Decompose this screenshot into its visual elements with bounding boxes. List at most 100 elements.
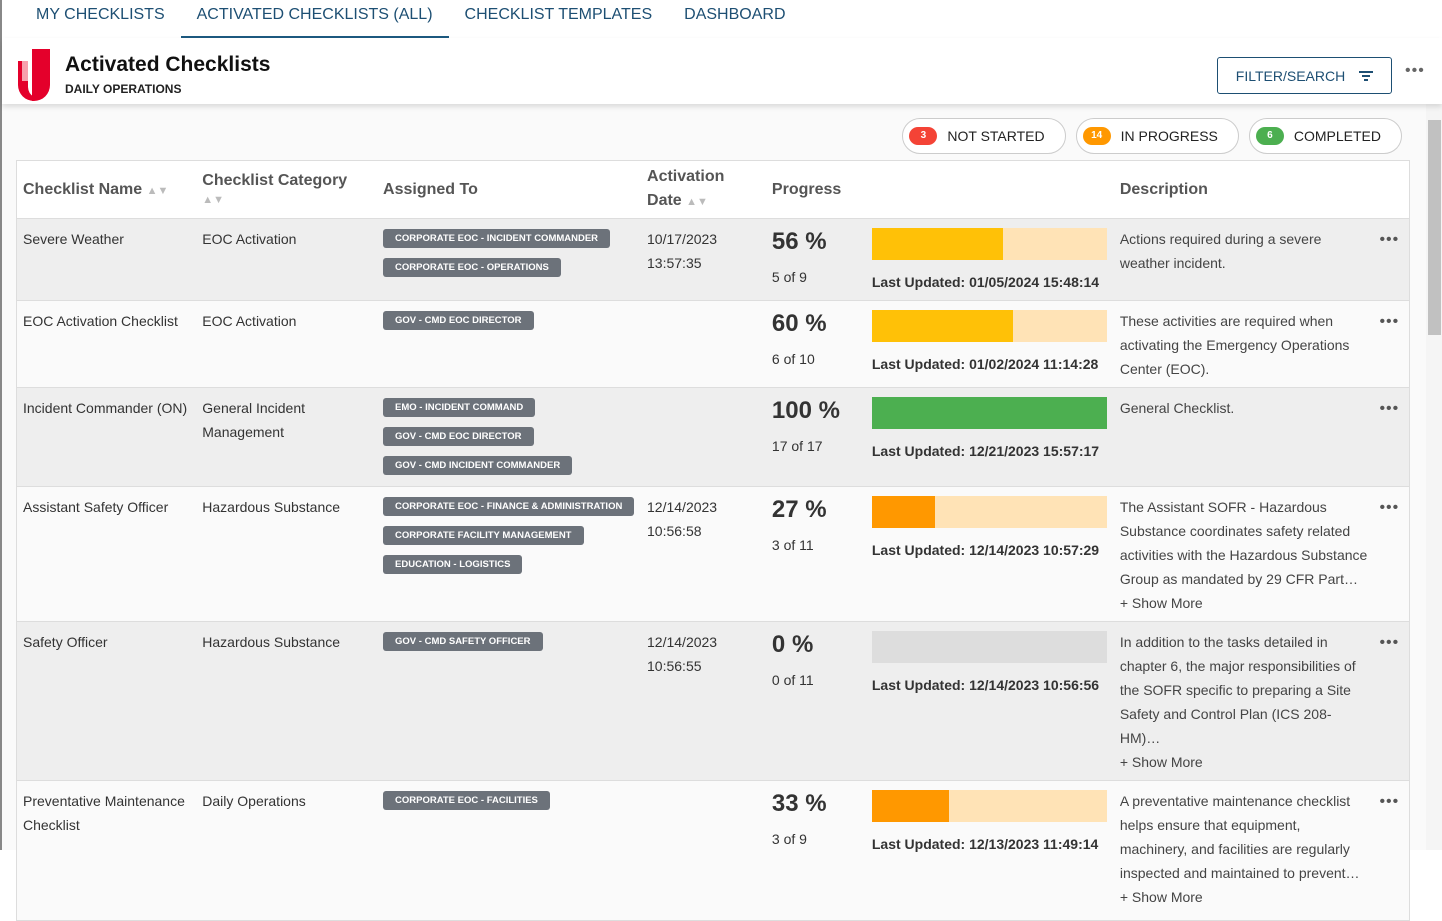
- table-row[interactable]: Incident Commander (ON) General Incident…: [16, 387, 1410, 487]
- progress-bar-cell: Last Updated: 01/02/2024 11:14:28: [865, 300, 1114, 388]
- progress-fill: [871, 790, 950, 822]
- scrollbar[interactable]: [1426, 104, 1442, 850]
- progress-fill: [871, 496, 936, 528]
- progress-count: 3 of 9: [771, 831, 807, 847]
- assignee-badge: CORPORATE EOC - FACILITIES: [383, 791, 550, 810]
- activation-date: [641, 300, 766, 388]
- status-filter-1[interactable]: 14 IN PROGRESS: [1075, 118, 1239, 154]
- description: The Assistant SOFR - Hazardous Substance…: [1113, 486, 1374, 622]
- assigned-to: GOV - CMD SAFETY OFFICER: [377, 621, 642, 781]
- status-count: 6: [1255, 127, 1284, 145]
- table-row[interactable]: EOC Activation Checklist EOC Activation …: [16, 300, 1410, 388]
- assignee-badge: CORPORATE EOC - INCIDENT COMMANDER: [383, 229, 611, 248]
- description: These activities are required when activ…: [1113, 300, 1374, 388]
- assignee-badge: GOV - CMD EOC DIRECTOR: [383, 311, 534, 330]
- checklist-category: Hazardous Substance: [196, 486, 378, 622]
- page-subtitle: DAILY OPERATIONS: [65, 82, 182, 96]
- table-row[interactable]: Preventative Maintenance Checklist Daily…: [16, 780, 1410, 921]
- col-date[interactable]: Activation Date ▲▼: [641, 160, 766, 219]
- activation-date: [641, 780, 766, 921]
- scrollbar-thumb[interactable]: [1428, 120, 1441, 335]
- progress-bar-cell: Last Updated: 12/14/2023 10:56:56: [865, 621, 1114, 781]
- assignee-badge: GOV - CMD SAFETY OFFICER: [383, 632, 543, 651]
- row-menu-icon[interactable]: •••: [1379, 313, 1400, 330]
- sort-icon: ▲▼: [202, 193, 225, 206]
- progress-summary: 60 % 6 of 10: [765, 300, 866, 388]
- checklist-category: EOC Activation: [196, 218, 378, 301]
- row-menu-icon[interactable]: •••: [1379, 499, 1400, 516]
- row-menu-icon[interactable]: •••: [1379, 400, 1400, 417]
- status-filter-2[interactable]: 6 COMPLETED: [1248, 118, 1402, 154]
- assignee-badge: GOV - CMD INCIDENT COMMANDER: [383, 456, 573, 475]
- status-count: 14: [1082, 127, 1111, 145]
- activation-date: [641, 387, 766, 487]
- more-options-icon[interactable]: •••: [1405, 62, 1425, 79]
- last-updated: Last Updated: 01/05/2024 15:48:14: [871, 274, 1100, 290]
- progress-percent: 100 %: [771, 397, 840, 424]
- assigned-to: EMO - INCIDENT COMMAND GOV - CMD EOC DIRE…: [377, 387, 642, 487]
- status-filter-0[interactable]: 3 NOT STARTED: [902, 118, 1066, 154]
- checklist-name[interactable]: Severe Weather: [16, 218, 197, 301]
- tab-checklist-templates[interactable]: CHECKLIST TEMPLATES: [464, 6, 653, 23]
- description: General Checklist.: [1113, 387, 1374, 487]
- progress-bar: [871, 631, 1107, 663]
- col-category[interactable]: Checklist Category ▲▼: [196, 160, 378, 219]
- sort-icon: ▲▼: [146, 184, 169, 197]
- assignee-badge: CORPORATE EOC - OPERATIONS: [383, 258, 561, 277]
- activation-date: 12/14/2023 10:56:58: [641, 486, 766, 622]
- progress-summary: 27 % 3 of 11: [765, 486, 866, 622]
- progress-percent: 56 %: [771, 228, 827, 255]
- progress-count: 3 of 11: [771, 537, 814, 553]
- checklist-category: EOC Activation: [196, 300, 378, 388]
- activation-date: 12/14/2023 10:56:55: [641, 621, 766, 781]
- progress-summary: 0 % 0 of 11: [765, 621, 866, 781]
- checklist-name[interactable]: Safety Officer: [16, 621, 197, 781]
- progress-count: 17 of 17: [771, 438, 823, 454]
- progress-bar-cell: Last Updated: 12/21/2023 15:57:17: [865, 387, 1114, 487]
- progress-fill: [871, 228, 1004, 260]
- progress-bar: [871, 310, 1107, 342]
- tab-dashboard[interactable]: DASHBOARD: [684, 6, 786, 23]
- col-assigned: Assigned To: [377, 160, 642, 219]
- assigned-to: GOV - CMD EOC DIRECTOR: [377, 300, 642, 388]
- col-progress: Progress: [765, 160, 866, 219]
- row-menu-icon[interactable]: •••: [1379, 231, 1400, 248]
- checklist-name[interactable]: Preventative Maintenance Checklist: [16, 780, 197, 921]
- checklist-table: Checklist Name ▲▼ Checklist Category ▲▼ …: [16, 160, 1410, 921]
- description: Actions required during a severe weather…: [1113, 218, 1374, 301]
- status-label: NOT STARTED: [947, 128, 1045, 144]
- page-title: Activated Checklists: [65, 53, 271, 76]
- progress-count: 6 of 10: [771, 351, 815, 367]
- assignee-badge: EDUCATION - LOGISTICS: [383, 555, 523, 574]
- status-count: 3: [909, 127, 938, 145]
- progress-bar-cell: Last Updated: 12/14/2023 10:57:29: [865, 486, 1114, 622]
- progress-bar-cell: Last Updated: 12/13/2023 11:49:14: [865, 780, 1114, 921]
- progress-bar-cell: Last Updated: 01/05/2024 15:48:14: [865, 218, 1114, 301]
- tab-activated-checklists[interactable]: ACTIVATED CHECKLISTS (ALL): [180, 0, 449, 38]
- last-updated: Last Updated: 12/14/2023 10:56:56: [871, 677, 1100, 693]
- show-more-link[interactable]: + Show More: [1119, 889, 1203, 905]
- row-menu-icon[interactable]: •••: [1379, 634, 1400, 651]
- filter-label: FILTER/SEARCH: [1235, 67, 1346, 84]
- last-updated: Last Updated: 12/14/2023 10:57:29: [871, 542, 1100, 558]
- progress-count: 0 of 11: [771, 672, 814, 688]
- main-content: 3 NOT STARTED 14 IN PROGRESS 6 COMPLETED Chec…: [2, 104, 1426, 921]
- status-label: IN PROGRESS: [1120, 128, 1218, 144]
- description: In addition to the tasks detailed in cha…: [1113, 621, 1374, 781]
- checklist-name[interactable]: Incident Commander (ON): [16, 387, 197, 487]
- progress-percent: 27 %: [771, 496, 827, 523]
- table-row[interactable]: Assistant Safety Officer Hazardous Subst…: [16, 486, 1410, 622]
- col-name[interactable]: Checklist Name ▲▼: [16, 160, 197, 219]
- checklist-name[interactable]: Assistant Safety Officer: [16, 486, 197, 622]
- table-row[interactable]: Safety Officer Hazardous Substance GOV -…: [16, 621, 1410, 781]
- progress-fill: [871, 397, 1107, 429]
- progress-summary: 33 % 3 of 9: [765, 780, 866, 921]
- show-more-link[interactable]: + Show More: [1119, 754, 1203, 770]
- checklist-name[interactable]: EOC Activation Checklist: [16, 300, 197, 388]
- activation-date: 10/17/2023 13:57:35: [641, 218, 766, 301]
- show-more-link[interactable]: + Show More: [1119, 595, 1203, 611]
- row-menu-icon[interactable]: •••: [1379, 793, 1400, 810]
- filter-search-button[interactable]: FILTER/SEARCH: [1217, 57, 1392, 94]
- table-row[interactable]: Severe Weather EOC Activation CORPORATE …: [16, 218, 1410, 301]
- tab-my-checklists[interactable]: MY CHECKLISTS: [36, 6, 165, 23]
